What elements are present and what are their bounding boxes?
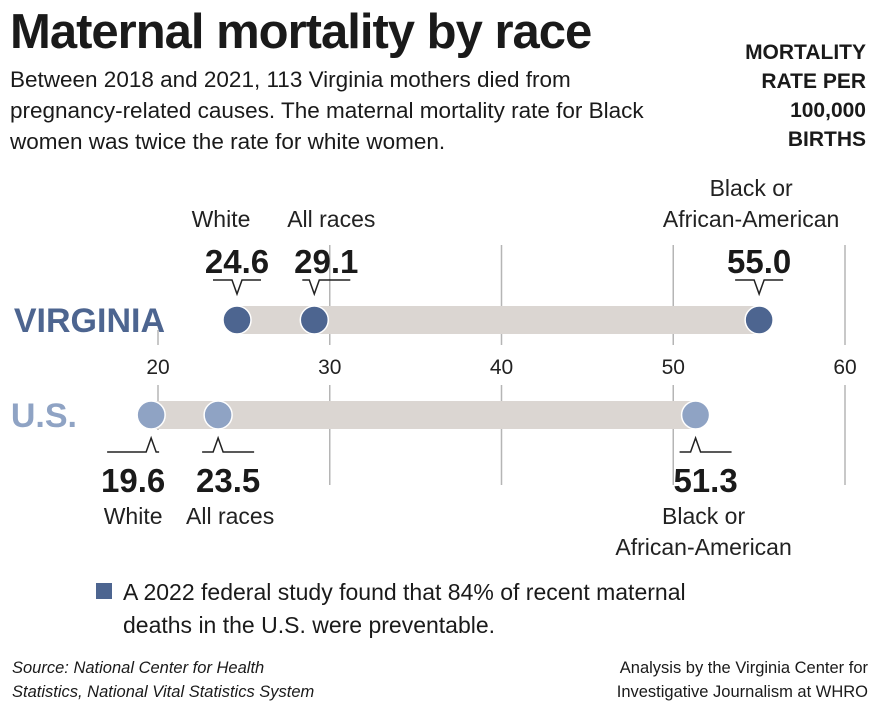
category-label: African-American bbox=[663, 206, 839, 232]
series-label: U.S. bbox=[11, 397, 77, 435]
credit-line: Investigative Journalism at WHRO bbox=[616, 683, 868, 701]
series-label: VIRGINIA bbox=[14, 302, 165, 340]
tick-label: 30 bbox=[318, 356, 341, 379]
square-bullet-icon bbox=[96, 583, 112, 599]
source: Source: National Center for Health Stati… bbox=[12, 656, 432, 704]
data-value-label: 55.0 bbox=[727, 243, 791, 280]
data-value-label: 51.3 bbox=[673, 462, 737, 499]
data-value-label: 29.1 bbox=[294, 243, 358, 280]
data-point bbox=[203, 400, 233, 430]
category-label: Black or bbox=[662, 503, 745, 529]
tick-label: 60 bbox=[833, 356, 856, 379]
source-line: Statistics, National Vital Statistics Sy… bbox=[12, 683, 315, 701]
tick-label: 50 bbox=[662, 356, 685, 379]
unit-label-line: RATE PER bbox=[761, 70, 866, 93]
category-label: White bbox=[192, 206, 251, 232]
callout-bracket bbox=[302, 279, 351, 297]
chart-subtitle: Between 2018 and 2021, 113 Virginia moth… bbox=[10, 67, 644, 154]
data-value-label: 19.6 bbox=[101, 462, 165, 499]
range-bar bbox=[151, 401, 696, 429]
data-value-label: 24.6 bbox=[205, 243, 269, 280]
data-point bbox=[222, 305, 252, 335]
callout-bracket bbox=[107, 435, 160, 453]
data-point bbox=[299, 305, 330, 335]
credit: Analysis by the Virginia Center for Inve… bbox=[488, 656, 868, 704]
unit-label-line: BIRTHS bbox=[787, 128, 866, 151]
tick-label: 20 bbox=[146, 356, 169, 379]
category-label: White bbox=[104, 503, 163, 529]
source-line: Source: National Center for Health bbox=[12, 659, 265, 677]
data-point bbox=[680, 400, 711, 430]
category-label: African-American bbox=[615, 534, 791, 560]
dot-range-chart: 20 30 40 50 60 VIRGINIA 24.6 White 29.1 All races… bbox=[11, 175, 857, 560]
footnote: A 2022 federal study found that 84% of r… bbox=[96, 576, 743, 642]
category-label: Black or bbox=[710, 175, 793, 201]
unit-label-line: MORTALITY bbox=[745, 41, 866, 64]
unit-label-line: 100,000 bbox=[790, 99, 866, 122]
callout-bracket bbox=[735, 279, 784, 297]
callout-bracket bbox=[202, 435, 255, 453]
category-label: All races bbox=[287, 206, 375, 232]
chart-title: Maternal mortality by race bbox=[10, 5, 592, 59]
tick-label: 40 bbox=[490, 356, 513, 379]
footnote-text: A 2022 federal study found that 84% of r… bbox=[123, 579, 686, 638]
data-value-label: 23.5 bbox=[196, 462, 260, 499]
category-label: All races bbox=[186, 503, 274, 529]
callout-bracket bbox=[213, 279, 262, 297]
credit-line: Analysis by the Virginia Center for bbox=[619, 659, 868, 677]
data-point bbox=[744, 305, 774, 335]
unit-label: MORTALITY RATE PER 100,000 BIRTHS bbox=[666, 38, 866, 154]
data-point bbox=[136, 400, 166, 430]
callout-bracket bbox=[679, 435, 732, 453]
